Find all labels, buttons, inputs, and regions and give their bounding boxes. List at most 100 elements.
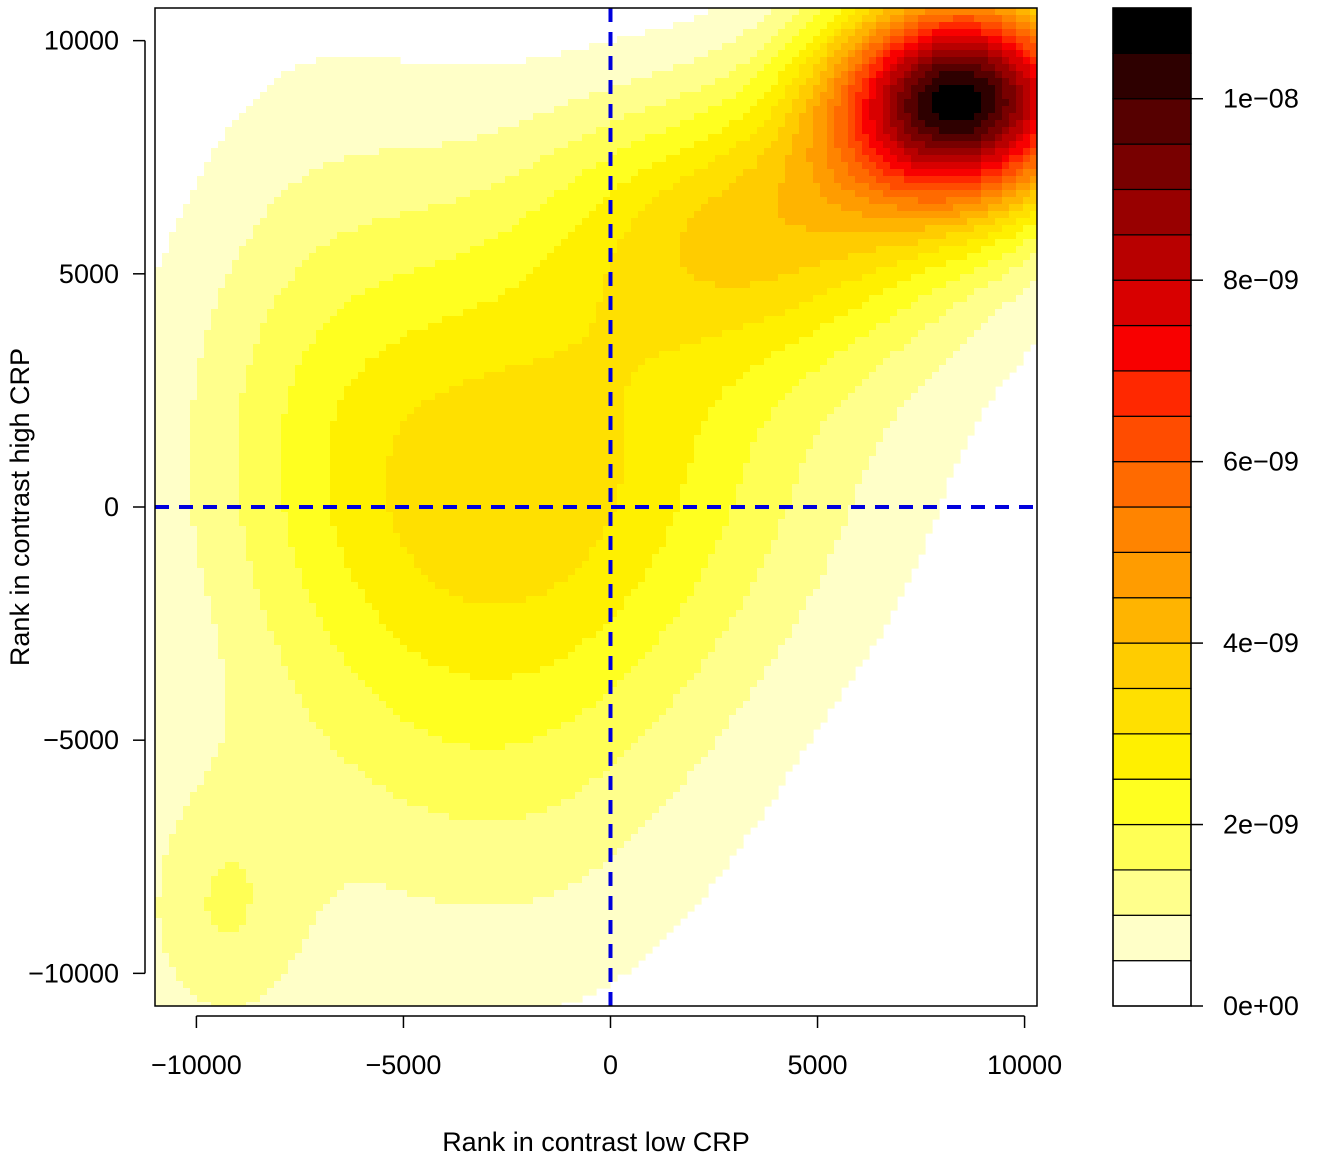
contour-cell: [176, 456, 184, 464]
contour-cell: [288, 337, 296, 345]
contour-cell: [379, 841, 387, 849]
contour-cell: [295, 148, 303, 156]
contour-cell: [281, 547, 289, 555]
contour-cell: [393, 673, 401, 681]
contour-cell: [288, 855, 296, 863]
contour-cell: [155, 519, 163, 527]
contour-cell: [365, 659, 373, 667]
contour-cell: [295, 253, 303, 261]
contour-cell: [393, 120, 401, 128]
contour-cell: [218, 708, 226, 716]
contour-cell: [344, 820, 352, 828]
contour-cell: [260, 120, 268, 128]
contour-cell: [260, 967, 268, 975]
contour-cell: [400, 372, 408, 380]
contour-cell: [239, 358, 247, 366]
contour-cell: [176, 267, 184, 275]
contour-cell: [302, 967, 310, 975]
contour-cell: [204, 239, 212, 247]
contour-cell: [302, 463, 310, 471]
contour-cell: [169, 603, 177, 611]
contour-cell: [155, 337, 163, 345]
contour-cell: [393, 477, 401, 485]
contour-cell: [351, 197, 359, 205]
contour-cell: [323, 778, 331, 786]
contour-cell: [183, 967, 191, 975]
contour-cell: [267, 253, 275, 261]
contour-cell: [337, 421, 345, 429]
contour-cell: [211, 225, 219, 233]
contour-cell: [407, 267, 415, 275]
contour-cell: [358, 540, 366, 548]
contour-cell: [190, 764, 198, 772]
contour-cell: [309, 127, 317, 135]
contour-cell: [190, 232, 198, 240]
contour-cell: [414, 988, 422, 996]
contour-cell: [421, 337, 429, 345]
contour-cell: [421, 449, 429, 457]
contour-cell: [365, 652, 373, 660]
contour-cell: [155, 470, 163, 478]
contour-cell: [309, 659, 317, 667]
contour-cell: [393, 806, 401, 814]
contour-cell: [197, 176, 205, 184]
contour-cell: [316, 540, 324, 548]
contour-cell: [162, 988, 170, 996]
contour-cell: [260, 281, 268, 289]
contour-cell: [316, 1002, 324, 1006]
contour-cell: [316, 407, 324, 415]
contour-cell: [239, 953, 247, 961]
contour-cell: [211, 372, 219, 380]
contour-cell: [162, 554, 170, 562]
contour-cell: [267, 820, 275, 828]
contour-cell: [169, 694, 177, 702]
contour-cell: [169, 666, 177, 674]
contour-cell: [358, 330, 366, 338]
contour-cell: [218, 988, 226, 996]
contour-cell: [323, 827, 331, 835]
contour-cell: [169, 379, 177, 387]
contour-cell: [183, 876, 191, 884]
contour-cell: [246, 603, 254, 611]
contour-cell: [162, 512, 170, 520]
contour-cell: [302, 393, 310, 401]
contour-cell: [211, 582, 219, 590]
contour-cell: [232, 960, 240, 968]
contour-cell: [162, 764, 170, 772]
contour-cell: [337, 848, 345, 856]
contour-cell: [295, 624, 303, 632]
contour-cell: [344, 680, 352, 688]
contour-cell: [400, 379, 408, 387]
contour-cell: [162, 687, 170, 695]
contour-cell: [211, 855, 219, 863]
contour-cell: [218, 211, 226, 219]
contour-cell: [295, 316, 303, 324]
contour-cell: [302, 589, 310, 597]
contour-cell: [365, 883, 373, 891]
contour-cell: [358, 337, 366, 345]
contour-cell: [337, 351, 345, 359]
contour-cell: [407, 911, 415, 919]
contour-cell: [253, 99, 261, 107]
contour-cell: [386, 64, 394, 72]
contour-cell: [358, 519, 366, 527]
contour-cell: [365, 225, 373, 233]
contour-cell: [197, 232, 205, 240]
contour-cell: [274, 393, 282, 401]
contour-cell: [183, 974, 191, 982]
contour-cell: [337, 890, 345, 898]
contour-cell: [337, 232, 345, 240]
contour-cell: [204, 323, 212, 331]
contour-cell: [414, 141, 422, 149]
contour-cell: [379, 78, 387, 86]
contour-cell: [295, 652, 303, 660]
contour-cell: [176, 666, 184, 674]
contour-cell: [351, 666, 359, 674]
contour-cell: [414, 78, 422, 86]
contour-cell: [218, 456, 226, 464]
contour-cell: [197, 386, 205, 394]
contour-cell: [218, 575, 226, 583]
contour-cell: [260, 743, 268, 751]
contour-cell: [239, 722, 247, 730]
contour-cell: [400, 960, 408, 968]
